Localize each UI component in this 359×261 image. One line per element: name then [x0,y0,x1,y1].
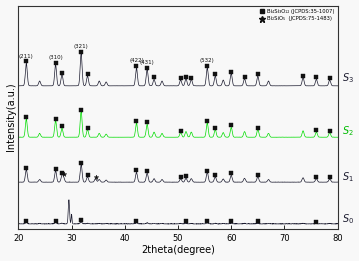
Text: (211): (211) [19,54,34,58]
Text: $S_{0}$: $S_{0}$ [342,212,354,226]
Y-axis label: Intensity(a.u.): Intensity(a.u.) [5,83,15,151]
Text: $S_{3}$: $S_{3}$ [342,71,354,85]
Text: $S_{1}$: $S_{1}$ [342,170,354,184]
X-axis label: 2theta(degree): 2theta(degree) [141,245,215,256]
Text: (422): (422) [129,58,144,63]
Text: (532): (532) [200,58,215,63]
Text: (431): (431) [140,60,154,65]
Text: $S_{2}$: $S_{2}$ [342,124,354,138]
Text: (321): (321) [74,44,89,49]
Text: (310): (310) [48,55,63,60]
Legend: Bi₄Si₃O₁₂ (JCPDS:35-1007), Bi₂SiO₅  (JCPDS:75-1483): Bi₄Si₃O₁₂ (JCPDS:35-1007), Bi₂SiO₅ (JCPD… [259,8,335,22]
